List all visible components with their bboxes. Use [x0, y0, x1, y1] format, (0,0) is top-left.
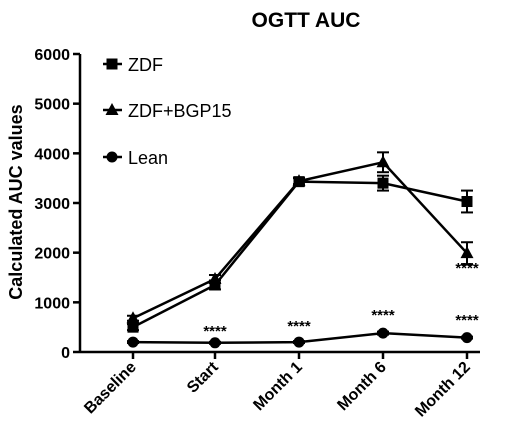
data-point-zdf: [461, 196, 473, 208]
data-point-zdf-bgp15: [208, 271, 222, 284]
data-point-lean: [461, 332, 473, 344]
legend-item-zdf: ZDF: [103, 55, 163, 75]
significance-marker: ****: [287, 318, 311, 335]
data-point-lean: [293, 336, 305, 348]
data-point-zdf-bgp15: [292, 174, 306, 187]
data-point-zdf-bgp15: [460, 246, 474, 259]
data-point-lean: [209, 337, 221, 349]
significance-marker: ****: [455, 312, 479, 329]
x-tick-label: Month 1: [250, 359, 305, 414]
y-tick-label: 5000: [34, 97, 70, 114]
series-zdf: [127, 174, 473, 333]
annotations: **** **** **** **** ****: [203, 260, 479, 340]
series-layer: [126, 151, 474, 349]
series-lean: [127, 327, 473, 349]
chart-title: OGTT AUC: [252, 9, 361, 32]
significance-marker: ****: [455, 260, 479, 277]
legend-label: ZDF+BGP15: [128, 101, 232, 121]
y-axis-label: Calculated AUC values: [6, 104, 26, 299]
x-tick-label: Month 6: [334, 359, 389, 414]
data-point-lean: [377, 327, 389, 339]
legend-marker-lean: [106, 151, 118, 163]
x-tick-label: Start: [184, 358, 222, 396]
y-tick-label: 0: [61, 345, 70, 362]
data-point-zdf: [377, 177, 389, 189]
series-line-zdf: [132, 180, 468, 329]
data-point-zdf: [209, 279, 221, 291]
legend-label: ZDF: [128, 55, 163, 75]
y-tick-label: 2000: [34, 246, 70, 263]
y-tick-label: 6000: [34, 47, 70, 64]
legend-item-zdf-bgp15: ZDF+BGP15: [103, 101, 232, 121]
legend: ZDF ZDF+BGP15 Lean: [103, 55, 232, 168]
x-tick-label: Baseline: [81, 359, 140, 418]
significance-marker: ****: [203, 323, 227, 340]
y-tick-label: 4000: [34, 146, 70, 163]
y-tick-label: 1000: [34, 295, 70, 312]
legend-marker-zdf-bgp15: [105, 103, 119, 115]
y-tick-label: 3000: [34, 196, 70, 213]
data-point-zdf-bgp15: [376, 155, 390, 168]
data-point-lean: [127, 336, 139, 348]
legend-item-lean: Lean: [103, 148, 168, 168]
x-tick-label: Month 12: [412, 359, 474, 421]
data-point-zdf: [127, 321, 139, 333]
data-point-zdf-bgp15: [126, 311, 140, 324]
legend-label: Lean: [128, 148, 168, 168]
significance-marker: ****: [371, 307, 395, 324]
legend-marker-zdf: [106, 58, 118, 70]
series-zdf-bgp15: [126, 151, 474, 324]
